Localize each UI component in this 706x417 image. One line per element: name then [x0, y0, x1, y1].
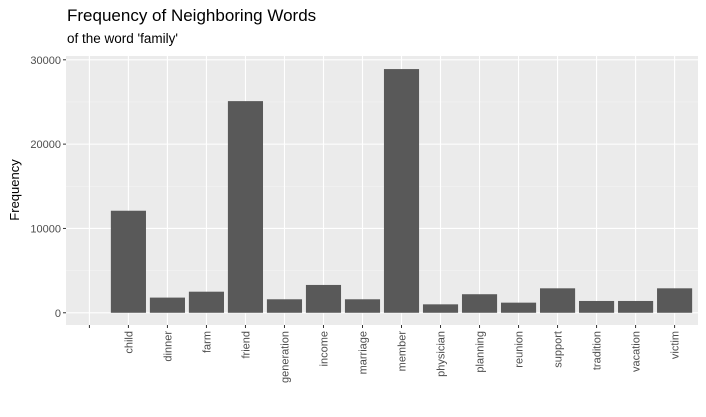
plot-panel [66, 56, 698, 325]
x-tick-label: friend [240, 331, 252, 359]
chart-title: Frequency of Neighboring Words [67, 6, 317, 25]
x-tick-label: victim [670, 331, 682, 359]
x-tick-label: generation [279, 331, 291, 383]
y-tick-label: 20000 [30, 139, 61, 151]
x-tick-label: income [318, 331, 330, 366]
bar [383, 69, 420, 313]
y-tick-label: 10000 [30, 223, 61, 235]
x-tick-label: support [553, 331, 565, 368]
x-tick-label: member [397, 331, 409, 372]
x-tick-label: planning [475, 331, 487, 373]
bar [305, 284, 342, 313]
bar [618, 300, 654, 313]
grid-lines [66, 56, 698, 325]
x-tick-label: dinner [162, 331, 174, 362]
bar [110, 210, 146, 313]
bar [227, 101, 264, 313]
bar [422, 304, 459, 313]
bar [344, 299, 381, 313]
bar [461, 294, 498, 313]
bar [149, 297, 185, 313]
x-axis: child dinner farm friend generation income mar… [88, 325, 682, 383]
y-tick-label: 30000 [30, 55, 61, 67]
bar [500, 302, 537, 313]
bar [540, 288, 576, 313]
x-tick-label: tradition [592, 331, 604, 370]
y-tick-label: 0 [55, 308, 61, 320]
x-tick-label: child [123, 331, 135, 354]
y-axis-title: Frequency [7, 159, 22, 221]
bar [266, 299, 303, 313]
chart-subtitle: of the word 'family' [67, 31, 178, 46]
x-tick-label: farm [201, 331, 213, 353]
bar [188, 291, 224, 313]
y-axis: 0 10000 20000 30000 [30, 55, 66, 320]
x-tick-label: vacation [631, 331, 643, 372]
bars [110, 69, 693, 313]
bar [579, 300, 615, 313]
x-tick-label: physician [436, 331, 448, 377]
x-tick-label: reunion [514, 331, 526, 368]
x-tick-label: marriage [357, 331, 369, 374]
bar [657, 288, 693, 313]
